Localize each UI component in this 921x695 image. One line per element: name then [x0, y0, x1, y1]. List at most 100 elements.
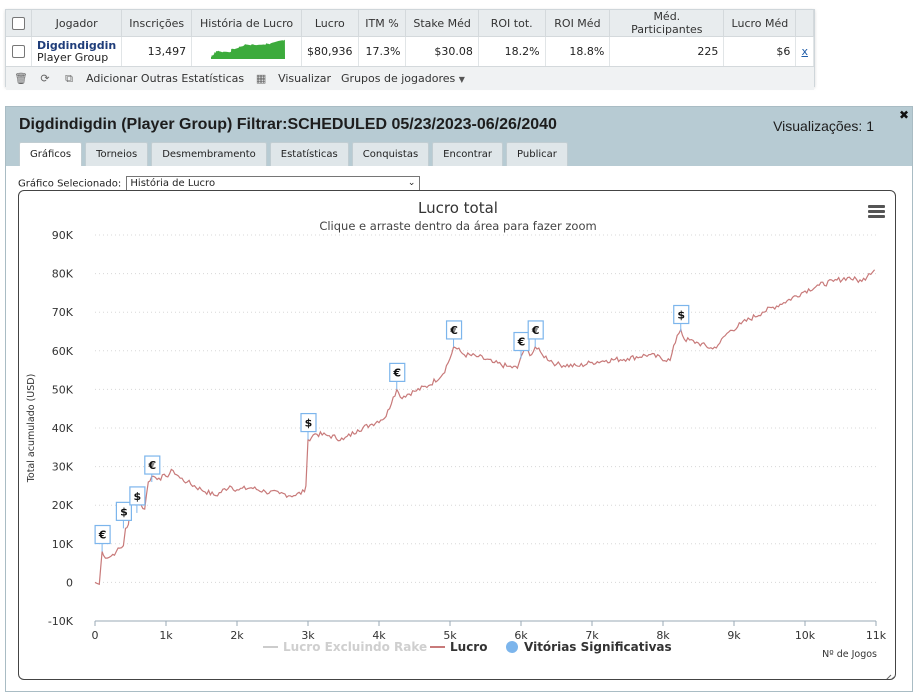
header-profit-history[interactable]: História de Lucro — [191, 10, 303, 37]
y-tick-label: 80K — [52, 268, 74, 281]
resize-handle-icon — [886, 674, 895, 679]
header-avg-profit[interactable]: Lucro Méd — [723, 10, 797, 37]
header-entries[interactable]: Inscrições — [121, 10, 193, 37]
win-marker-flag — [389, 362, 406, 382]
win-marker-flag — [527, 320, 544, 340]
x-tick-label: 9k — [727, 629, 741, 642]
avg-profit-value: $6 — [723, 36, 797, 66]
menu-icon-bar — [868, 215, 885, 218]
tab-achievements[interactable]: Conquistas — [351, 142, 430, 166]
win-marker-label: $ — [134, 490, 142, 503]
chevron-down-icon: ⌄ — [407, 178, 416, 188]
win-marker-label: $ — [120, 505, 128, 518]
select-all-checkbox[interactable] — [12, 16, 25, 30]
chart-container[interactable]: Lucro total Clique e arraste dentro da ár… — [18, 190, 896, 680]
win-marker-label: $ — [305, 417, 313, 430]
x-tick-label: 5k — [443, 629, 457, 642]
views-count: Visualizações: 1 — [773, 118, 874, 134]
y-tick-label: 10K — [52, 538, 74, 551]
header-avg-participants[interactable]: Méd. Participantes — [609, 10, 725, 37]
chart-title: Lucro total — [418, 199, 498, 217]
tab-statistics[interactable]: Estatísticas — [269, 142, 349, 166]
avg-participants-value: 225 — [609, 36, 725, 66]
stats-table: Jogador Inscrições História de Lucro Luc… — [6, 10, 814, 66]
tab-find[interactable]: Encontrar — [432, 142, 504, 166]
add-stats-button[interactable]: Adicionar Outras Estatísticas — [86, 72, 245, 85]
chart-icon: ▦ — [255, 72, 267, 85]
y-tick-label: 30K — [52, 461, 74, 474]
legend-profit-label: Lucro — [450, 640, 487, 654]
win-marker-label: € — [98, 529, 107, 542]
win-marker-flag — [94, 524, 111, 545]
stats-panel: Jogador Inscrições História de Lucro Luc… — [5, 9, 815, 90]
win-marker-label: € — [449, 324, 458, 337]
y-axis-title: Total acumulado (USD) — [26, 374, 37, 484]
x-tick-label: 11k — [866, 629, 887, 642]
player-groups-label: Grupos de jogadores — [341, 72, 456, 85]
win-marker-label: € — [147, 459, 156, 472]
win-marker-flag — [144, 455, 161, 475]
trash-icon[interactable]: 🗑 — [14, 72, 28, 85]
panel-body: Gráfico Selecionado: História de Lucro ⌄… — [6, 166, 912, 691]
chart-selector-label: Gráfico Selecionado: — [18, 178, 122, 190]
tab-bar: Gráficos Torneios Desmembramento Estatís… — [19, 142, 568, 167]
x-tick-label: 10k — [795, 629, 816, 642]
player-groups-dropdown[interactable]: Grupos de jogadores ▼ — [341, 72, 465, 85]
close-icon[interactable]: ✖ — [898, 108, 909, 122]
chart-subtitle: Clique e arraste dentro da área para faz… — [319, 219, 596, 233]
header-total-roi[interactable]: ROI tot. — [478, 10, 546, 37]
header-player[interactable]: Jogador — [31, 10, 123, 37]
y-tick-label: 90K — [52, 229, 74, 242]
player-name-link[interactable]: Digdindigdin — [37, 38, 117, 52]
header-avg-roi[interactable]: ROI Méd — [545, 10, 611, 37]
player-cell: Digdindigdin Player Group — [31, 36, 123, 66]
y-tick-label: 40K — [52, 422, 74, 435]
y-tick-label: 50K — [52, 383, 74, 396]
profit-sparkline — [211, 39, 286, 59]
legend-rake-label: Lucro Excluindo Rake — [283, 640, 427, 654]
row-select-cell — [6, 36, 32, 66]
chart-select[interactable]: História de Lucro ⌄ — [126, 176, 421, 191]
win-marker-label: € — [392, 366, 401, 379]
refresh-icon[interactable]: ⟳ — [40, 72, 50, 85]
header-empty — [795, 10, 814, 37]
legend-wins-swatch — [506, 641, 518, 653]
tab-graphs[interactable]: Gráficos — [19, 142, 83, 167]
tab-breakdown[interactable]: Desmembramento — [151, 142, 267, 166]
add-stats-icon: ⧉ — [65, 71, 73, 85]
y-tick-label: 60K — [52, 345, 74, 358]
entries-value: 13,497 — [121, 36, 193, 66]
header-itm[interactable]: ITM % — [358, 10, 407, 37]
player-type: Player Group — [37, 50, 109, 64]
table-row: Digdindigdin Player Group 13,497 $80,936… — [6, 36, 814, 66]
x-tick-label: 3k — [301, 629, 315, 642]
x-tick-label: 8k — [656, 629, 670, 642]
win-marker-flag — [445, 320, 463, 340]
tab-tournaments[interactable]: Torneios — [85, 142, 149, 166]
chevron-down-icon: ▼ — [458, 75, 465, 84]
y-tick-label: -10K — [48, 615, 74, 628]
win-marker-flag — [513, 331, 530, 352]
profit-chart[interactable]: Lucro total Clique e arraste dentro da ár… — [19, 191, 896, 680]
remove-row-link[interactable]: x — [801, 45, 808, 58]
x-axis-title: Nº de Jogos — [822, 649, 877, 660]
win-marker-flag — [129, 486, 146, 506]
x-tick-label: 0 — [92, 629, 99, 642]
total-roi-value: 18.2% — [478, 36, 546, 66]
y-tick-label: 20K — [52, 499, 74, 512]
menu-icon[interactable] — [868, 205, 885, 208]
win-marker-flag — [115, 501, 133, 521]
header-avg-stake[interactable]: Stake Méd — [405, 10, 479, 37]
legend-wins-label: Vitórias Significativas — [524, 640, 672, 654]
tab-publish[interactable]: Publicar — [506, 142, 568, 166]
header-profit[interactable]: Lucro — [301, 10, 359, 37]
sparkline-cell — [191, 36, 303, 66]
x-tick-label: 1k — [159, 629, 173, 642]
visualize-button[interactable]: Visualizar — [278, 72, 332, 85]
stats-header-row: Jogador Inscrições História de Lucro Luc… — [6, 10, 814, 37]
remove-cell: x — [795, 36, 814, 66]
y-tick-label: 70K — [52, 306, 74, 319]
row-checkbox[interactable] — [12, 45, 25, 59]
win-marker-flag — [673, 304, 690, 325]
x-tick-label: 6k — [514, 629, 528, 642]
